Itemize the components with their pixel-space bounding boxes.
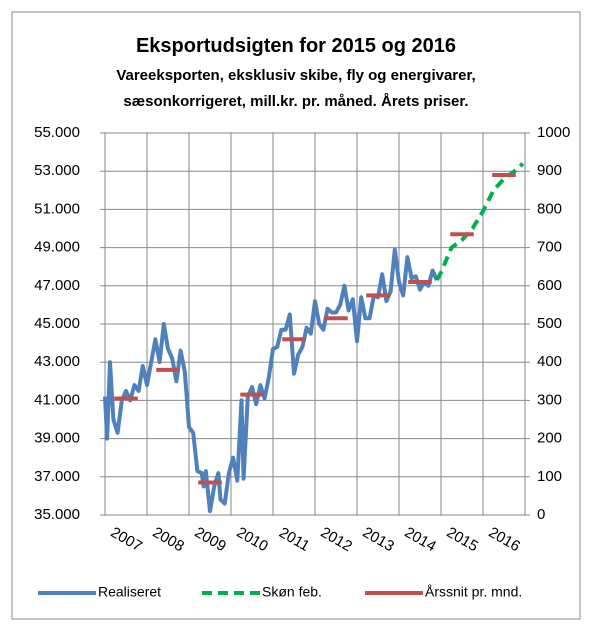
y2-tick-label: 200 <box>537 430 562 447</box>
y2-tick-label: 100 <box>537 468 562 485</box>
chart-subtitle: sæsonkorrigeret, mill.kr. pr. måned. Åre… <box>123 93 468 110</box>
y-tick-label: 47.000 <box>34 277 80 294</box>
y-tick-label: 43.000 <box>34 353 80 370</box>
y-tick-label: 39.000 <box>34 430 80 447</box>
y-tick-label: 51.000 <box>34 200 80 217</box>
y-tick-label: 55.000 <box>34 124 80 141</box>
legend-label: Realiseret <box>98 584 161 600</box>
chart-title: Eksportudsigten for 2015 og 2016 <box>136 35 456 57</box>
y-tick-label: 41.000 <box>34 391 80 408</box>
series-line <box>103 247 439 514</box>
chart-subtitle: Vareeksporten, eksklusiv skibe, fly og e… <box>116 67 475 84</box>
y-tick-label: 37.000 <box>34 468 80 485</box>
y2-tick-label: 300 <box>537 391 562 408</box>
y2-tick-label: 1000 <box>537 124 570 141</box>
chart-frame <box>11 11 581 620</box>
legend-label: Årssnit pr. mnd. <box>425 584 522 600</box>
y-tick-label: 35.000 <box>34 506 80 523</box>
y2-tick-label: 0 <box>537 506 545 523</box>
y2-tick-label: 700 <box>537 239 562 256</box>
y2-tick-label: 900 <box>537 162 562 179</box>
y2-tick-label: 600 <box>537 277 562 294</box>
y2-tick-label: 800 <box>537 200 562 217</box>
legend-label: Skøn feb. <box>262 584 322 600</box>
y-tick-label: 49.000 <box>34 239 80 256</box>
plot-frame <box>104 132 526 516</box>
y-tick-label: 45.000 <box>34 315 80 332</box>
y2-tick-label: 500 <box>537 315 562 332</box>
y-tick-label: 53.000 <box>34 162 80 179</box>
y2-tick-label: 400 <box>537 353 562 370</box>
